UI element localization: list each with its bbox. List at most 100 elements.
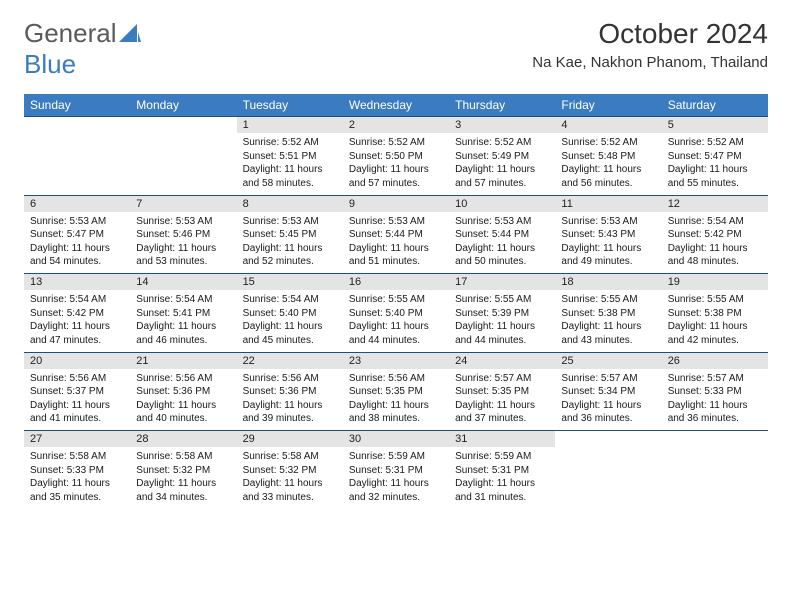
- calendar-table: SundayMondayTuesdayWednesdayThursdayFrid…: [24, 94, 768, 509]
- sunrise-text: Sunrise: 5:54 AM: [243, 293, 337, 307]
- sunrise-text: Sunrise: 5:56 AM: [243, 372, 337, 386]
- daylight-text: Daylight: 11 hours and 44 minutes.: [349, 320, 443, 347]
- sunset-text: Sunset: 5:36 PM: [136, 385, 230, 399]
- daylight-text: Daylight: 11 hours and 45 minutes.: [243, 320, 337, 347]
- day-number-cell: 27: [24, 431, 130, 448]
- daylight-text: Daylight: 11 hours and 44 minutes.: [455, 320, 549, 347]
- sunset-text: Sunset: 5:33 PM: [30, 464, 124, 478]
- day-header: Wednesday: [343, 94, 449, 117]
- day-number-cell: 16: [343, 274, 449, 291]
- day-header-row: SundayMondayTuesdayWednesdayThursdayFrid…: [24, 94, 768, 117]
- daylight-text: Daylight: 11 hours and 41 minutes.: [30, 399, 124, 426]
- day-content-cell: Sunrise: 5:54 AMSunset: 5:40 PMDaylight:…: [237, 290, 343, 352]
- sunset-text: Sunset: 5:33 PM: [668, 385, 762, 399]
- day-number-cell: 23: [343, 352, 449, 369]
- sunset-text: Sunset: 5:32 PM: [243, 464, 337, 478]
- logo-sail-icon: [119, 18, 141, 48]
- day-header: Saturday: [662, 94, 768, 117]
- daylight-text: Daylight: 11 hours and 54 minutes.: [30, 242, 124, 269]
- day-number-cell: [24, 117, 130, 134]
- sunset-text: Sunset: 5:35 PM: [349, 385, 443, 399]
- day-content-cell: Sunrise: 5:53 AMSunset: 5:43 PMDaylight:…: [555, 212, 661, 274]
- daynum-row: 6789101112: [24, 195, 768, 212]
- sunrise-text: Sunrise: 5:53 AM: [30, 215, 124, 229]
- sunrise-text: Sunrise: 5:57 AM: [455, 372, 549, 386]
- calendar-body: 12345Sunrise: 5:52 AMSunset: 5:51 PMDayl…: [24, 117, 768, 510]
- month-title: October 2024: [532, 18, 768, 50]
- day-number-cell: 26: [662, 352, 768, 369]
- sunrise-text: Sunrise: 5:59 AM: [455, 450, 549, 464]
- day-content-cell: Sunrise: 5:59 AMSunset: 5:31 PMDaylight:…: [343, 447, 449, 509]
- daylight-text: Daylight: 11 hours and 42 minutes.: [668, 320, 762, 347]
- day-header: Sunday: [24, 94, 130, 117]
- day-number-cell: 17: [449, 274, 555, 291]
- sunrise-text: Sunrise: 5:55 AM: [561, 293, 655, 307]
- daylight-text: Daylight: 11 hours and 36 minutes.: [668, 399, 762, 426]
- sunrise-text: Sunrise: 5:53 AM: [455, 215, 549, 229]
- day-content-cell: Sunrise: 5:55 AMSunset: 5:38 PMDaylight:…: [662, 290, 768, 352]
- sunset-text: Sunset: 5:44 PM: [349, 228, 443, 242]
- day-content-cell: Sunrise: 5:54 AMSunset: 5:42 PMDaylight:…: [24, 290, 130, 352]
- day-content-cell: Sunrise: 5:58 AMSunset: 5:32 PMDaylight:…: [130, 447, 236, 509]
- day-content-cell: Sunrise: 5:55 AMSunset: 5:38 PMDaylight:…: [555, 290, 661, 352]
- day-content-cell: Sunrise: 5:56 AMSunset: 5:37 PMDaylight:…: [24, 369, 130, 431]
- day-number-cell: 11: [555, 195, 661, 212]
- sunset-text: Sunset: 5:46 PM: [136, 228, 230, 242]
- logo-text-blue: Blue: [24, 49, 76, 79]
- sunrise-text: Sunrise: 5:54 AM: [668, 215, 762, 229]
- sunset-text: Sunset: 5:50 PM: [349, 150, 443, 164]
- sunrise-text: Sunrise: 5:53 AM: [561, 215, 655, 229]
- logo-text-gray: General: [24, 18, 117, 48]
- daylight-text: Daylight: 11 hours and 39 minutes.: [243, 399, 337, 426]
- day-content-cell: [662, 447, 768, 509]
- content-row: Sunrise: 5:53 AMSunset: 5:47 PMDaylight:…: [24, 212, 768, 274]
- day-content-cell: Sunrise: 5:52 AMSunset: 5:49 PMDaylight:…: [449, 133, 555, 195]
- daylight-text: Daylight: 11 hours and 35 minutes.: [30, 477, 124, 504]
- sunrise-text: Sunrise: 5:58 AM: [30, 450, 124, 464]
- day-content-cell: Sunrise: 5:54 AMSunset: 5:42 PMDaylight:…: [662, 212, 768, 274]
- day-content-cell: Sunrise: 5:53 AMSunset: 5:46 PMDaylight:…: [130, 212, 236, 274]
- daylight-text: Daylight: 11 hours and 57 minutes.: [455, 163, 549, 190]
- day-content-cell: Sunrise: 5:56 AMSunset: 5:35 PMDaylight:…: [343, 369, 449, 431]
- sunrise-text: Sunrise: 5:59 AM: [349, 450, 443, 464]
- daylight-text: Daylight: 11 hours and 49 minutes.: [561, 242, 655, 269]
- sunset-text: Sunset: 5:40 PM: [349, 307, 443, 321]
- day-number-cell: 9: [343, 195, 449, 212]
- day-content-cell: Sunrise: 5:53 AMSunset: 5:44 PMDaylight:…: [449, 212, 555, 274]
- daylight-text: Daylight: 11 hours and 32 minutes.: [349, 477, 443, 504]
- sunrise-text: Sunrise: 5:58 AM: [136, 450, 230, 464]
- daylight-text: Daylight: 11 hours and 43 minutes.: [561, 320, 655, 347]
- day-number-cell: [555, 431, 661, 448]
- sunrise-text: Sunrise: 5:53 AM: [136, 215, 230, 229]
- daynum-row: 12345: [24, 117, 768, 134]
- day-header: Friday: [555, 94, 661, 117]
- sunrise-text: Sunrise: 5:54 AM: [30, 293, 124, 307]
- day-content-cell: Sunrise: 5:53 AMSunset: 5:44 PMDaylight:…: [343, 212, 449, 274]
- daylight-text: Daylight: 11 hours and 51 minutes.: [349, 242, 443, 269]
- sunset-text: Sunset: 5:47 PM: [30, 228, 124, 242]
- location: Na Kae, Nakhon Phanom, Thailand: [532, 54, 768, 71]
- day-number-cell: 4: [555, 117, 661, 134]
- day-number-cell: 18: [555, 274, 661, 291]
- title-block: October 2024 Na Kae, Nakhon Phanom, Thai…: [532, 18, 768, 71]
- sunset-text: Sunset: 5:49 PM: [455, 150, 549, 164]
- day-number-cell: 1: [237, 117, 343, 134]
- day-number-cell: 3: [449, 117, 555, 134]
- day-number-cell: 29: [237, 431, 343, 448]
- sunset-text: Sunset: 5:41 PM: [136, 307, 230, 321]
- daynum-row: 2728293031: [24, 431, 768, 448]
- day-content-cell: [24, 133, 130, 195]
- sunrise-text: Sunrise: 5:55 AM: [668, 293, 762, 307]
- sunset-text: Sunset: 5:51 PM: [243, 150, 337, 164]
- logo: GeneralBlue: [24, 18, 141, 80]
- sunrise-text: Sunrise: 5:53 AM: [349, 215, 443, 229]
- day-number-cell: 5: [662, 117, 768, 134]
- sunset-text: Sunset: 5:36 PM: [243, 385, 337, 399]
- day-content-cell: [130, 133, 236, 195]
- day-number-cell: 30: [343, 431, 449, 448]
- day-content-cell: Sunrise: 5:59 AMSunset: 5:31 PMDaylight:…: [449, 447, 555, 509]
- daylight-text: Daylight: 11 hours and 55 minutes.: [668, 163, 762, 190]
- sunrise-text: Sunrise: 5:56 AM: [136, 372, 230, 386]
- day-number-cell: 25: [555, 352, 661, 369]
- day-number-cell: [130, 117, 236, 134]
